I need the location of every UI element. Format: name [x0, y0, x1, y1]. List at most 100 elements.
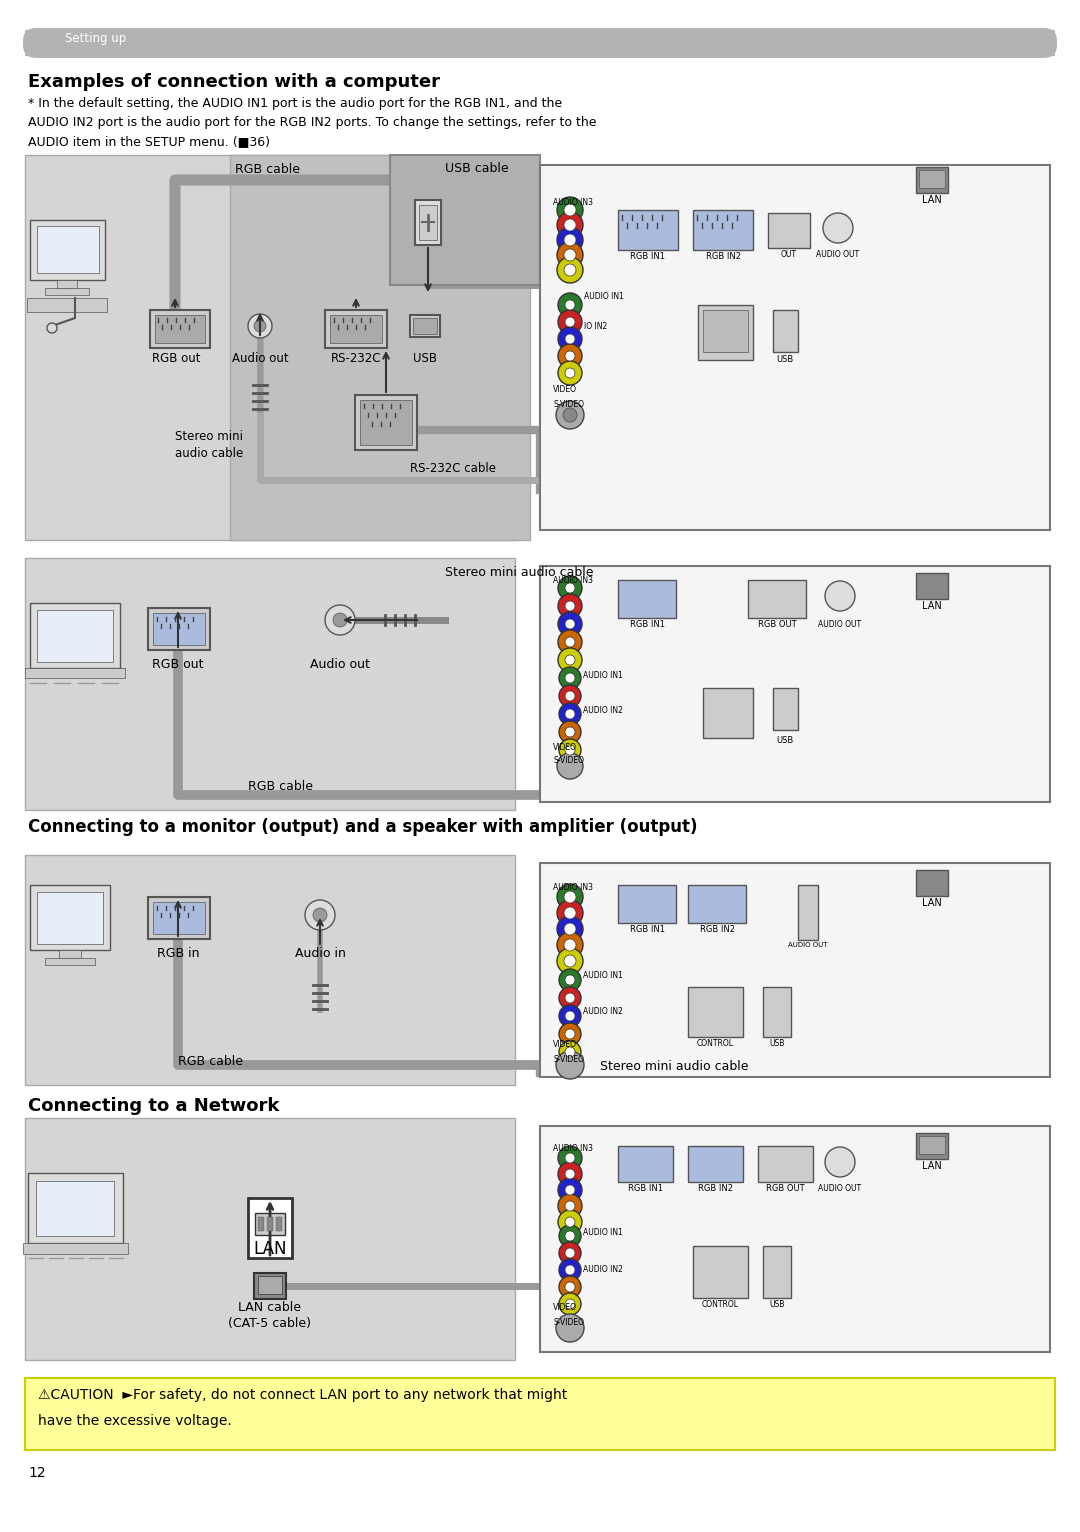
- Circle shape: [558, 1210, 582, 1233]
- Bar: [57, 280, 77, 288]
- Circle shape: [556, 401, 584, 429]
- Bar: [37, 610, 113, 662]
- Bar: [254, 1273, 286, 1299]
- Bar: [540, 565, 1050, 801]
- Circle shape: [565, 1030, 575, 1039]
- Bar: [59, 950, 81, 958]
- Circle shape: [565, 745, 575, 755]
- Text: RGB out: RGB out: [152, 352, 200, 365]
- Bar: [916, 870, 948, 896]
- Circle shape: [564, 907, 576, 919]
- Circle shape: [565, 1282, 575, 1291]
- Text: VIDEO: VIDEO: [553, 743, 577, 752]
- Circle shape: [558, 1161, 582, 1186]
- Circle shape: [558, 630, 582, 654]
- Circle shape: [565, 1216, 575, 1227]
- Bar: [618, 581, 676, 617]
- Text: CONTROL: CONTROL: [702, 1301, 739, 1308]
- Bar: [762, 987, 791, 1037]
- Circle shape: [825, 1147, 855, 1177]
- Bar: [25, 31, 1055, 57]
- Circle shape: [557, 931, 583, 958]
- Circle shape: [558, 1178, 582, 1203]
- Text: RGB IN1: RGB IN1: [631, 251, 665, 260]
- Circle shape: [565, 728, 575, 737]
- Circle shape: [558, 648, 582, 673]
- Bar: [762, 1246, 791, 1298]
- Circle shape: [565, 1299, 575, 1308]
- Circle shape: [557, 257, 583, 283]
- Bar: [703, 309, 748, 352]
- Circle shape: [558, 309, 582, 334]
- Text: AUDIO OUT: AUDIO OUT: [788, 942, 827, 948]
- Circle shape: [559, 970, 581, 991]
- Circle shape: [559, 1226, 581, 1247]
- Text: RGB IN2: RGB IN2: [700, 925, 734, 935]
- Bar: [540, 165, 1050, 530]
- Text: VIDEO: VIDEO: [553, 1304, 577, 1311]
- Bar: [153, 613, 205, 645]
- Text: RS-232C: RS-232C: [330, 352, 381, 365]
- Circle shape: [556, 1314, 584, 1342]
- Text: RGB OUT: RGB OUT: [758, 620, 796, 630]
- Circle shape: [558, 326, 582, 351]
- Circle shape: [565, 974, 575, 985]
- Circle shape: [557, 948, 583, 974]
- Text: Audio out: Audio out: [232, 352, 288, 365]
- Circle shape: [559, 1005, 581, 1026]
- Text: audio cable: audio cable: [175, 447, 243, 460]
- Bar: [25, 668, 125, 679]
- Circle shape: [559, 1259, 581, 1281]
- Bar: [916, 573, 948, 599]
- Bar: [27, 299, 107, 313]
- Bar: [688, 1146, 743, 1183]
- Text: LAN cable: LAN cable: [239, 1301, 301, 1314]
- Bar: [37, 227, 99, 273]
- Circle shape: [558, 1193, 582, 1218]
- Text: LAN: LAN: [922, 1161, 942, 1170]
- Bar: [618, 1146, 673, 1183]
- Circle shape: [563, 408, 577, 421]
- Text: AUDIO IN1: AUDIO IN1: [584, 293, 624, 300]
- Circle shape: [559, 685, 581, 706]
- Bar: [25, 155, 515, 539]
- Circle shape: [559, 738, 581, 761]
- Text: RGB IN1: RGB IN1: [630, 620, 664, 630]
- Bar: [693, 1246, 748, 1298]
- Circle shape: [564, 250, 576, 260]
- Text: CONTROL: CONTROL: [697, 1039, 733, 1048]
- Circle shape: [565, 1232, 575, 1241]
- Bar: [916, 1134, 948, 1160]
- Text: Stereo mini: Stereo mini: [175, 430, 243, 443]
- Bar: [688, 987, 743, 1037]
- Text: AUDIO IN3: AUDIO IN3: [553, 882, 593, 892]
- Text: USB: USB: [769, 1301, 785, 1308]
- Text: AUDIO OUT: AUDIO OUT: [819, 1184, 862, 1193]
- Text: * In the default setting, the AUDIO IN1 port is the audio port for the RGB IN1, : * In the default setting, the AUDIO IN1 …: [28, 97, 562, 110]
- Bar: [758, 1146, 813, 1183]
- Text: USB: USB: [777, 735, 794, 745]
- Circle shape: [559, 722, 581, 743]
- Bar: [25, 558, 515, 810]
- Text: S-VIDEO: S-VIDEO: [553, 1056, 584, 1065]
- Circle shape: [564, 204, 576, 216]
- Circle shape: [565, 673, 575, 683]
- Bar: [798, 885, 818, 941]
- Text: have the excessive voltage.: have the excessive voltage.: [38, 1414, 232, 1428]
- Bar: [276, 1216, 282, 1232]
- Circle shape: [564, 939, 576, 951]
- Circle shape: [565, 1249, 575, 1258]
- Bar: [419, 205, 437, 241]
- Circle shape: [565, 317, 575, 326]
- Circle shape: [333, 613, 347, 627]
- Circle shape: [825, 581, 855, 611]
- Circle shape: [565, 601, 575, 611]
- Circle shape: [565, 656, 575, 665]
- Bar: [148, 608, 210, 650]
- Circle shape: [557, 884, 583, 910]
- Circle shape: [565, 1201, 575, 1210]
- Circle shape: [558, 594, 582, 617]
- Bar: [23, 1242, 129, 1255]
- Text: USB cable: USB cable: [445, 162, 509, 175]
- Text: RGB IN2: RGB IN2: [705, 251, 741, 260]
